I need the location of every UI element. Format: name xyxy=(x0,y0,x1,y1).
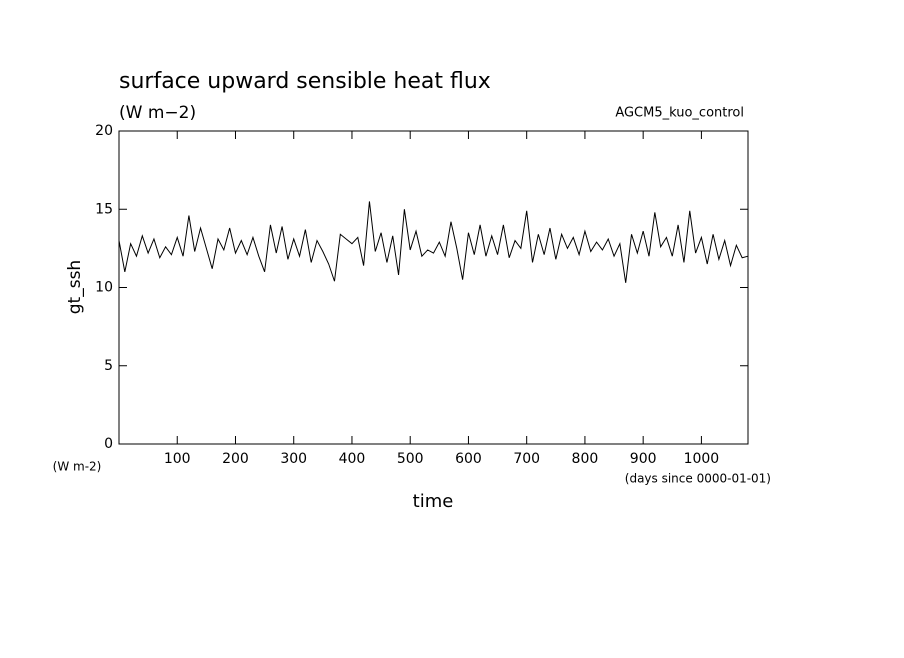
x-tick-label: 400 xyxy=(339,451,366,467)
x-tick-label: 500 xyxy=(397,451,424,467)
x-axis-label: time xyxy=(413,491,454,512)
x-tick-label: 600 xyxy=(455,451,482,467)
y-units: (W m-2) xyxy=(53,460,102,474)
annotation: AGCM5_kuo_control xyxy=(615,106,744,121)
x-tick-label: 300 xyxy=(280,451,307,467)
plot-frame xyxy=(118,130,749,445)
y-tick-label: 5 xyxy=(104,358,113,374)
chart-title: surface upward sensible heat flux xyxy=(119,69,491,94)
x-units: (days since 0000-01-01) xyxy=(625,472,771,486)
x-tick-label: 800 xyxy=(572,451,599,467)
x-tick-label: 700 xyxy=(513,451,540,467)
chart-subtitle: (W m−2) xyxy=(119,103,196,123)
y-tick-label: 20 xyxy=(95,123,113,139)
x-tick-label: 100 xyxy=(164,451,191,467)
x-tick-label: 1000 xyxy=(684,451,720,467)
y-tick-label: 0 xyxy=(104,436,113,452)
x-tick-label: 200 xyxy=(222,451,249,467)
y-axis-label: gt_ssh xyxy=(65,260,85,314)
x-tick-label: 900 xyxy=(630,451,657,467)
data-line xyxy=(118,201,749,283)
y-tick-label: 15 xyxy=(95,201,113,217)
y-tick-label: 10 xyxy=(95,280,113,296)
